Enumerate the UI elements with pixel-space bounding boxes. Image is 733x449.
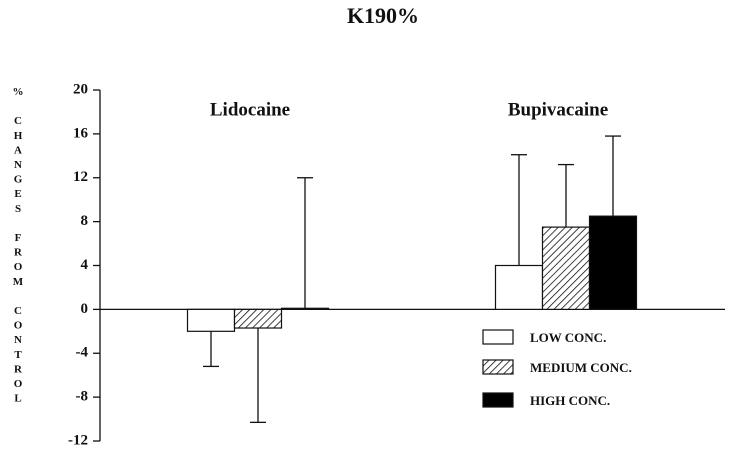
y-tick-label: 20 bbox=[73, 81, 88, 97]
bar bbox=[280, 307, 330, 310]
y-tick-label: -4 bbox=[76, 345, 89, 361]
y-tick-label: -8 bbox=[76, 389, 89, 405]
bar bbox=[186, 308, 236, 332]
y-tick-label: 4 bbox=[81, 257, 89, 273]
legend-label: MEDIUM CONC. bbox=[530, 360, 632, 375]
bar bbox=[233, 308, 283, 329]
bar bbox=[588, 215, 638, 310]
y-tick-label: 16 bbox=[73, 125, 89, 141]
group-label: Lidocaine bbox=[210, 99, 290, 120]
legend-label: HIGH CONC. bbox=[530, 393, 610, 408]
y-tick-label: -12 bbox=[68, 432, 88, 448]
legend-label: LOW CONC. bbox=[530, 330, 606, 345]
y-tick-label: 12 bbox=[73, 169, 88, 185]
legend-swatch bbox=[482, 329, 514, 345]
legend-swatch bbox=[482, 392, 514, 408]
y-tick-label: 0 bbox=[81, 301, 89, 317]
group-label: Bupivacaine bbox=[508, 99, 608, 120]
chart-title: K190% bbox=[347, 3, 419, 28]
y-tick-label: 8 bbox=[81, 213, 89, 229]
bar bbox=[541, 226, 591, 310]
legend-swatch bbox=[482, 359, 514, 375]
bar bbox=[494, 264, 544, 310]
